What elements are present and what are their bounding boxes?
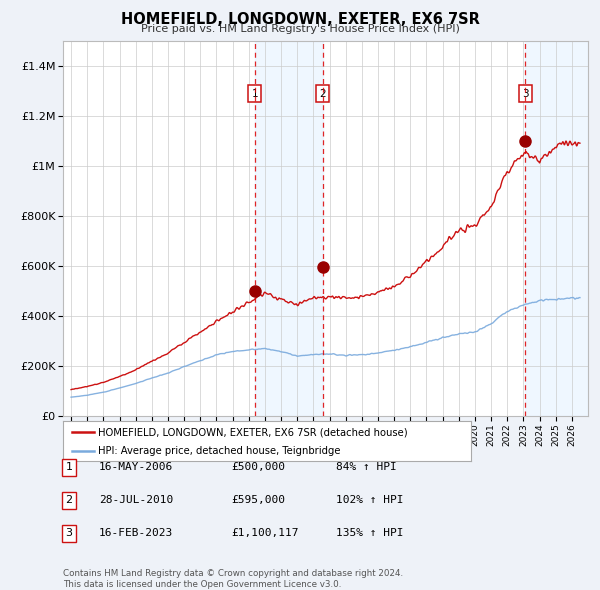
Text: 2: 2 (319, 88, 326, 99)
Bar (526, 41, 588, 416)
Text: 3: 3 (522, 88, 529, 99)
Text: 1: 1 (251, 88, 258, 99)
Text: 84% ↑ HPI: 84% ↑ HPI (336, 463, 397, 472)
Text: 135% ↑ HPI: 135% ↑ HPI (336, 529, 404, 538)
Text: £595,000: £595,000 (231, 496, 285, 505)
Text: 16-MAY-2006: 16-MAY-2006 (99, 463, 173, 472)
Text: 3: 3 (65, 529, 73, 538)
Text: HPI: Average price, detached house, Teignbridge: HPI: Average price, detached house, Teig… (98, 447, 340, 456)
Bar (255, 41, 323, 416)
Text: Contains HM Land Registry data © Crown copyright and database right 2024.
This d: Contains HM Land Registry data © Crown c… (63, 569, 403, 589)
Text: 1: 1 (65, 463, 73, 472)
Text: 28-JUL-2010: 28-JUL-2010 (99, 496, 173, 505)
Text: £1,100,117: £1,100,117 (231, 529, 299, 538)
Text: 102% ↑ HPI: 102% ↑ HPI (336, 496, 404, 505)
Text: 2: 2 (65, 496, 73, 505)
Bar (526, 41, 588, 416)
Text: HOMEFIELD, LONGDOWN, EXETER, EX6 7SR: HOMEFIELD, LONGDOWN, EXETER, EX6 7SR (121, 12, 479, 27)
Text: 16-FEB-2023: 16-FEB-2023 (99, 529, 173, 538)
Text: HOMEFIELD, LONGDOWN, EXETER, EX6 7SR (detached house): HOMEFIELD, LONGDOWN, EXETER, EX6 7SR (de… (98, 428, 407, 438)
Text: Price paid vs. HM Land Registry's House Price Index (HPI): Price paid vs. HM Land Registry's House … (140, 24, 460, 34)
Text: £500,000: £500,000 (231, 463, 285, 472)
